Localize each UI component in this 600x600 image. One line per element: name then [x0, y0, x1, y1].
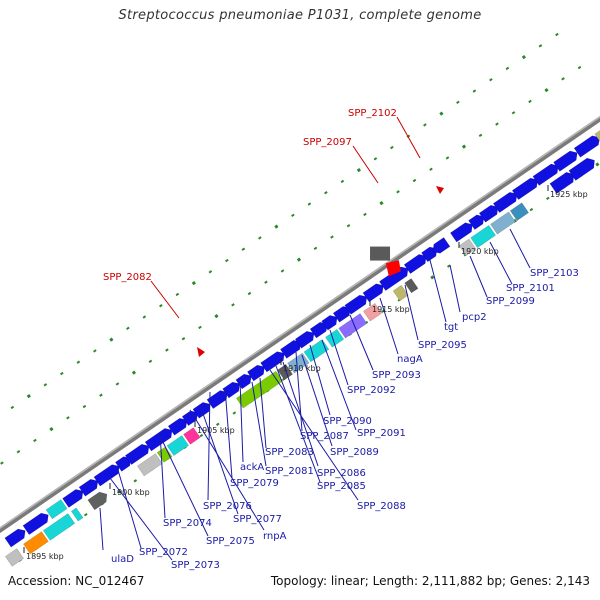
red-label: SPP_2082 [103, 272, 152, 283]
red-label: SPP_2097 [303, 137, 352, 148]
kbp-marker: 1900 kbp [112, 488, 150, 497]
gene-label: SPP_2087 [300, 431, 349, 442]
genome-backbone [0, 115, 600, 534]
kbp-marker: 1915 kbp [372, 305, 410, 314]
gene-label: SPP_2076 [203, 501, 252, 512]
topology-summary: Topology: linear; Length: 2,111,882 bp; … [270, 574, 590, 588]
gene-label: SPP_2085 [317, 481, 366, 492]
red-label: SPP_2102 [348, 108, 397, 119]
gene-label: tgt [444, 322, 458, 333]
gene-label: SPP_2093 [372, 370, 421, 381]
gene-label: SPP_2083 [265, 447, 314, 458]
red-markers [197, 186, 444, 357]
gene-label: SPP_2086 [317, 468, 366, 479]
gene-label: SPP_2103 [530, 268, 579, 279]
gene-label: SPP_2090 [323, 416, 372, 427]
gene-label: SPP_2101 [506, 283, 555, 294]
gene-features [4, 130, 600, 567]
accession-text: Accession: NC_012467 [8, 574, 145, 588]
gene-label: SPP_2074 [163, 518, 212, 529]
kbp-markers: 1895 kbp 1900 kbp 1905 kbp 1910 kbp 1915 kbp… [23, 185, 588, 561]
gene-label: ulaD [111, 554, 134, 565]
gene-label: SPP_2099 [486, 296, 535, 307]
gene-label: SPP_2075 [206, 536, 255, 547]
marker-spp-2102 [436, 186, 444, 194]
kbp-marker: 1925 kbp [550, 190, 588, 199]
gene-label: SPP_2072 [139, 547, 188, 558]
gene-label: ackA [240, 462, 264, 473]
gene-label: pcp2 [462, 312, 487, 323]
gene-label: SPP_2092 [347, 385, 396, 396]
leader-lines [99, 116, 531, 561]
gene-label: SPP_2077 [233, 514, 282, 525]
gene-label: SPP_2095 [418, 340, 467, 351]
gene-label: SPP_2073 [171, 560, 220, 571]
kbp-marker: 1895 kbp [26, 552, 64, 561]
gene-labels: SPP_2103 SPP_2101 SPP_2099 pcp2 tgt SPP_… [111, 268, 579, 571]
kbp-marker: 1920 kbp [461, 247, 499, 256]
marker-spp-2082 [197, 347, 205, 357]
gene-label: rnpA [263, 531, 287, 542]
gene-label: SPP_2091 [357, 428, 406, 439]
gene-label: SPP_2088 [357, 501, 406, 512]
gene-label: SPP_2089 [330, 447, 379, 458]
gene-label: nagA [397, 354, 423, 365]
kbp-marker: 1905 kbp [197, 426, 235, 435]
gene-label: SPP_2079 [230, 478, 279, 489]
red-labels: SPP_2102 SPP_2097 SPP_2082 [103, 108, 397, 283]
kbp-marker: 1910 kbp [283, 364, 321, 373]
gene-label: SPP_2081 [265, 466, 314, 477]
genome-title: Streptococcus pneumoniae P1031, complete… [118, 8, 482, 23]
